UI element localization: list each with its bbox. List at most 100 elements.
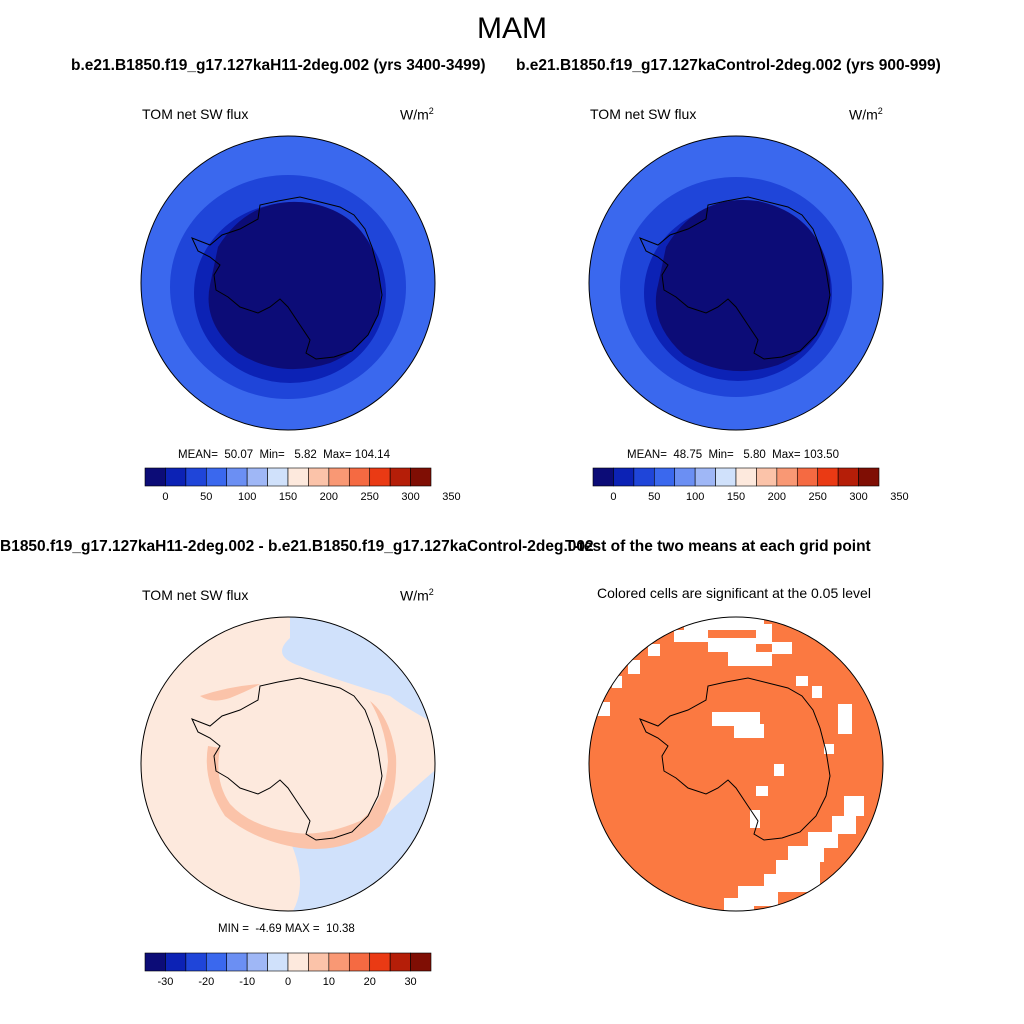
- panel2-unit-label: W/m2: [849, 106, 883, 123]
- colorbar-swatch: [348, 467, 371, 487]
- colorbar-tick-label: 150: [726, 491, 746, 503]
- figure-title: MAM: [477, 12, 547, 45]
- panel3-unit-label: W/m2: [400, 587, 434, 604]
- colorbar-swatch: [776, 467, 798, 487]
- colorbar-tick-label: 0: [284, 976, 292, 988]
- panel1-min-value: 5.82: [294, 449, 317, 461]
- colorbar-swatch: [144, 467, 166, 487]
- colorbar-swatch: [674, 467, 696, 487]
- colorbar-tick-label: -20: [198, 976, 215, 988]
- colorbar-tick-label: 20: [363, 976, 376, 988]
- colorbar-swatch: [205, 952, 228, 972]
- panel3-antarctica-coastline: [191, 677, 383, 841]
- colorbar-swatch: [694, 467, 716, 487]
- colorbar-swatch: [165, 467, 187, 487]
- panel3-stats: MIN = -4.69 MAX = 10.38: [218, 923, 355, 935]
- colorbar-swatch: [756, 467, 778, 487]
- colorbar-swatch: [735, 467, 757, 487]
- panel1-max-value: 104.14: [354, 449, 390, 461]
- panel3-max-value: 10.38: [326, 923, 355, 935]
- colorbar-swatch: [165, 952, 187, 972]
- colorbar-swatch: [633, 467, 655, 487]
- colorbar-tick-label: 30: [404, 976, 417, 988]
- panel2-min-value: 5.80: [743, 449, 766, 461]
- panel2-stats: MEAN= 48.75 Min= 5.80 Max= 103.50: [627, 449, 839, 461]
- panel1-stats: MEAN= 50.07 Min= 5.82 Max= 104.14: [178, 449, 390, 461]
- panel1-max-label: Max=: [323, 449, 352, 461]
- panel3-variable-label: TOM net SW flux: [142, 587, 249, 603]
- colorbar-swatch: [226, 467, 248, 487]
- panel3-polar-map: [140, 616, 436, 912]
- colorbar-tick-label: 300: [849, 491, 868, 503]
- colorbar-swatch: [144, 952, 166, 972]
- colorbar-tick-label: 50: [648, 491, 661, 503]
- panel4-nonsignificant-cells: [596, 617, 864, 911]
- colorbar-swatch: [267, 952, 289, 972]
- colorbar-swatch: [369, 467, 391, 487]
- panel2-antarctica-coastline: [639, 196, 831, 360]
- colorbar-tick-label: 350: [442, 491, 461, 503]
- panel4-map-border: [588, 616, 884, 912]
- colorbar-swatch: [837, 467, 859, 487]
- colorbar-swatch: [410, 952, 432, 972]
- colorbar-swatch: [389, 467, 411, 487]
- panel4-run-title: T-test of the two means at each grid poi…: [565, 538, 871, 555]
- panel3-map-border: [140, 616, 436, 912]
- colorbar-swatch: [348, 952, 371, 972]
- colorbar-swatch: [369, 952, 391, 972]
- colorbar-swatch: [185, 952, 207, 972]
- panel2-max-value: 103.50: [803, 449, 839, 461]
- panel1-mean-label: MEAN=: [178, 449, 218, 461]
- colorbar-tick-label: 300: [401, 491, 420, 503]
- colorbar-tick-label: 50: [200, 491, 213, 503]
- panel3-min-label: MIN =: [218, 923, 249, 935]
- panel1-polar-map: [140, 135, 436, 431]
- colorbar-swatch: [308, 952, 330, 972]
- colorbar-swatch: [653, 467, 676, 487]
- colorbar-swatch: [205, 467, 228, 487]
- colorbar-tick-label: -30: [157, 976, 174, 988]
- panel2-min-label: Min=: [708, 449, 734, 461]
- colorbar-tick-label: 200: [767, 491, 787, 503]
- colorbar-swatch: [715, 467, 737, 487]
- panel4-polar-map: [588, 616, 884, 912]
- colorbar-swatch: [858, 467, 880, 487]
- colorbar-tick-label: 150: [278, 491, 298, 503]
- colorbar-swatch: [328, 467, 350, 487]
- panel4-subtitle: Colored cells are significant at the 0.0…: [597, 585, 871, 601]
- panel2-map-border: [588, 135, 884, 431]
- colorbar-swatch: [185, 467, 207, 487]
- colorbar-tick-label: 0: [610, 491, 617, 503]
- panel2-max-label: Max=: [772, 449, 801, 461]
- colorbar-swatch: [389, 952, 411, 972]
- colorbar-swatch: [328, 952, 350, 972]
- panel4-antarctica-coastline: [639, 677, 831, 841]
- colorbar-swatch: [410, 467, 432, 487]
- panel1-run-title: b.e21.B1850.f19_g17.127kaH11-2deg.002 (y…: [71, 57, 486, 74]
- panel3-run-title: B1850.f19_g17.127kaH11-2deg.002 - b.e21.…: [0, 538, 594, 555]
- colorbar-tick-label: 100: [237, 491, 257, 503]
- panel2-variable-label: TOM net SW flux: [590, 106, 697, 122]
- colorbar-swatch: [592, 467, 614, 487]
- panel2-contour-band-core: [655, 199, 831, 372]
- panel1-map-border: [140, 135, 436, 431]
- panel1-variable-label: TOM net SW flux: [142, 106, 249, 122]
- panel3-max-label: MAX =: [284, 923, 320, 935]
- colorbar-swatch: [246, 952, 268, 972]
- colorbar-swatch: [226, 952, 248, 972]
- colorbar-swatch: [246, 467, 268, 487]
- panel1-colorbar: [144, 467, 432, 487]
- colorbar-tick-label: 250: [360, 491, 379, 503]
- panel2-unit-base: W/m: [849, 106, 878, 123]
- panel2-polar-map: [588, 135, 884, 431]
- panel1-unit-exp: 2: [428, 106, 434, 116]
- panel1-contour-band-core: [208, 201, 381, 370]
- colorbar-swatch: [817, 467, 839, 487]
- panel3-min-value: -4.69: [255, 923, 282, 935]
- colorbar-tick-label: 0: [162, 491, 169, 503]
- colorbar-swatch: [613, 467, 635, 487]
- colorbar-tick-label: 10: [322, 976, 335, 988]
- colorbar-swatch: [308, 467, 330, 487]
- colorbar-swatch: [796, 467, 819, 487]
- colorbar-tick-label: 200: [319, 491, 339, 503]
